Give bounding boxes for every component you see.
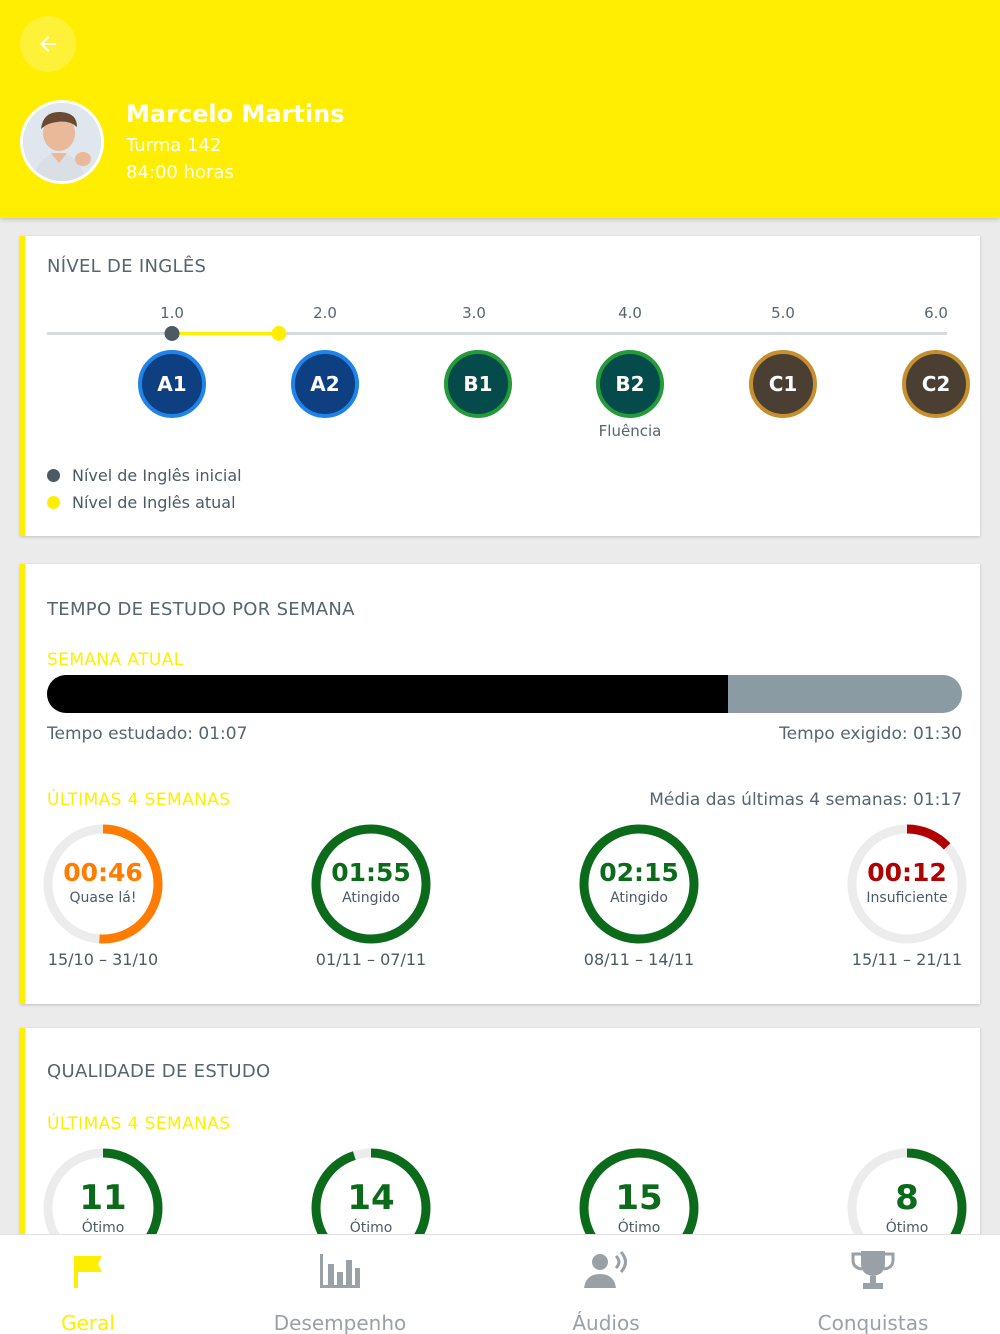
ring-status: Ótimo xyxy=(617,1220,661,1236)
ring-value: 14 xyxy=(347,1178,395,1218)
week-time-ring: 00:46 Quase lá! xyxy=(41,822,165,946)
initial-level-marker xyxy=(164,326,180,341)
nav-label-geral: Geral xyxy=(61,1311,115,1334)
week-time-ring: 02:15 Atingido xyxy=(577,822,701,946)
ring-value: 01:55 xyxy=(331,858,411,887)
arrow-left-icon xyxy=(40,36,56,52)
study-time-title: TEMPO DE ESTUDO POR SEMANA xyxy=(47,599,355,620)
student-hours: 84:00 horas xyxy=(126,162,234,183)
fluency-label: Fluência xyxy=(598,422,662,440)
study-time-card: TEMPO DE ESTUDO POR SEMANA SEMANA ATUAL … xyxy=(20,564,980,1004)
level-progress-fill xyxy=(172,332,280,335)
week-date-range: 08/11 – 14/11 xyxy=(583,950,695,969)
legend-initial-label: Nível de Inglês inicial xyxy=(72,466,242,485)
ring-value: 11 xyxy=(79,1178,127,1218)
level-badge-c2: C2 xyxy=(902,350,970,418)
ring-status: Quase lá! xyxy=(69,890,137,906)
english-level-title: NÍVEL DE INGLÊS xyxy=(47,256,207,277)
nav-tab-desempenho[interactable]: Desempenho xyxy=(265,1235,415,1334)
ring-status: Ótimo xyxy=(885,1220,929,1236)
time-required: Tempo exigido: 01:30 xyxy=(779,724,962,744)
nav-tab-audios[interactable]: Áudios xyxy=(556,1235,656,1334)
week-date-range: 15/10 – 31/10 xyxy=(47,950,159,969)
avatar xyxy=(20,100,104,184)
student-class: Turma 142 xyxy=(126,135,222,156)
ring-progress-arc xyxy=(43,824,163,944)
ring-status: Ótimo xyxy=(81,1220,125,1236)
current-week-progress-fill xyxy=(47,675,729,713)
progress-ring xyxy=(579,824,699,944)
student-photo xyxy=(23,103,101,181)
scale-number: 3.0 xyxy=(462,304,486,322)
week-time-ring: 00:12 Insuficiente xyxy=(845,822,969,946)
current-week-progress-bar xyxy=(47,675,962,713)
scale-number: 1.0 xyxy=(160,304,184,322)
nav-label-desempenho: Desempenho xyxy=(273,1311,407,1334)
week-date-range: 15/11 – 21/11 xyxy=(851,950,963,969)
back-button[interactable] xyxy=(20,16,76,72)
ring-value: 15 xyxy=(615,1178,663,1218)
week-date-range: 01/11 – 07/11 xyxy=(315,950,427,969)
level-badge-b2: B2 xyxy=(596,350,664,418)
ring-status: Atingido xyxy=(610,890,668,906)
progress-ring xyxy=(847,824,967,944)
nav-label-audios: Áudios xyxy=(572,1311,640,1334)
legend-current-label: Nível de Inglês atual xyxy=(72,493,236,512)
quality-last-weeks-label: ÚLTIMAS 4 SEMANAS xyxy=(47,1114,231,1134)
profile-header: Marcelo Martins Turma 142 84:00 horas xyxy=(0,0,1000,218)
ring-status: Atingido xyxy=(342,890,400,906)
level-scale: 1.0 2.0 3.0 4.0 5.0 6.0 A1 A2 B1 B2 C1 C… xyxy=(25,236,980,536)
ring-status: Ótimo xyxy=(349,1220,393,1236)
legend-current: Nível de Inglês atual xyxy=(47,493,236,512)
current-level-marker xyxy=(271,326,287,341)
ring-value: 8 xyxy=(895,1178,919,1218)
ring-progress-arc xyxy=(847,824,967,944)
level-badge-a2: A2 xyxy=(291,350,359,418)
scale-number: 2.0 xyxy=(313,304,337,322)
legend-initial: Nível de Inglês inicial xyxy=(47,466,242,485)
level-badge-b1: B1 xyxy=(444,350,512,418)
current-week-label: SEMANA ATUAL xyxy=(47,650,184,670)
scale-number: 4.0 xyxy=(618,304,642,322)
scale-number: 6.0 xyxy=(924,304,948,322)
legend-dot-icon xyxy=(47,496,60,509)
ring-value: 00:46 xyxy=(63,858,143,887)
progress-ring xyxy=(311,824,431,944)
nav-tab-conquistas[interactable]: Conquistas xyxy=(808,1235,938,1334)
speaking-person-icon xyxy=(582,1249,630,1291)
level-track xyxy=(47,332,947,335)
progress-ring xyxy=(43,824,163,944)
study-quality-card: QUALIDADE DE ESTUDO ÚLTIMAS 4 SEMANAS 11… xyxy=(20,1028,980,1268)
flag-icon xyxy=(64,1249,112,1291)
study-quality-title: QUALIDADE DE ESTUDO xyxy=(47,1061,271,1082)
ring-status: Insuficiente xyxy=(866,890,948,906)
ring-progress-arc xyxy=(311,824,431,944)
level-badge-a1: A1 xyxy=(138,350,206,418)
nav-tab-geral[interactable]: Geral xyxy=(38,1235,138,1334)
legend-dot-icon xyxy=(47,469,60,482)
weeks-average: Média das últimas 4 semanas: 01:17 xyxy=(649,790,962,810)
time-studied: Tempo estudado: 01:07 xyxy=(47,724,248,744)
last-weeks-label: ÚLTIMAS 4 SEMANAS xyxy=(47,790,231,810)
week-time-ring: 01:55 Atingido xyxy=(309,822,433,946)
bar-chart-icon xyxy=(316,1249,364,1291)
ring-progress-arc xyxy=(579,824,699,944)
level-badge-c1: C1 xyxy=(749,350,817,418)
nav-label-conquistas: Conquistas xyxy=(817,1311,929,1334)
scale-number: 5.0 xyxy=(771,304,795,322)
ring-value: 00:12 xyxy=(867,858,947,887)
student-name: Marcelo Martins xyxy=(126,100,345,128)
english-level-card: NÍVEL DE INGLÊS 1.0 2.0 3.0 4.0 5.0 6.0 … xyxy=(20,236,980,536)
ring-value: 02:15 xyxy=(599,858,679,887)
trophy-icon xyxy=(849,1249,897,1291)
bottom-navigation: Geral Desempenho Áudios Conquistas xyxy=(0,1234,1000,1334)
